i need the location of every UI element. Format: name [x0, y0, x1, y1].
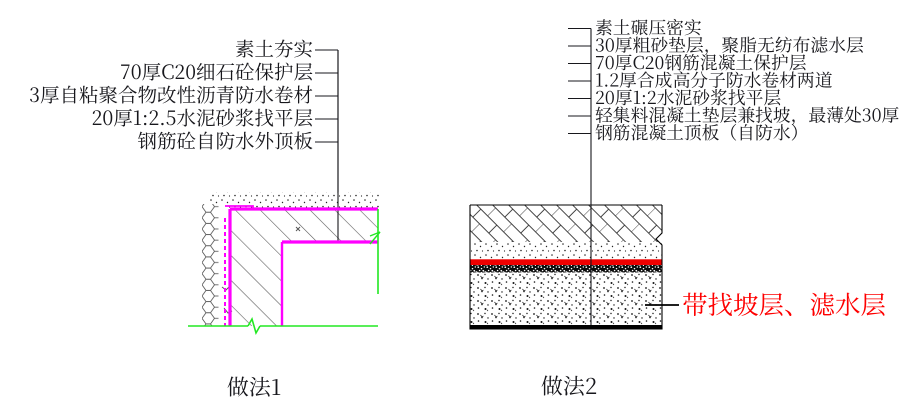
svg-text:做法1: 做法1	[227, 371, 281, 402]
svg-text:钢筋砼自防水外顶板: 钢筋砼自防水外顶板	[137, 126, 313, 154]
svg-text:钢筋混凝土顶板（自防水）: 钢筋混凝土顶板（自防水）	[595, 120, 808, 145]
svg-text:做法2: 做法2	[541, 370, 597, 401]
svg-text:带找坡层、滤水层: 带找坡层、滤水层	[682, 286, 886, 322]
